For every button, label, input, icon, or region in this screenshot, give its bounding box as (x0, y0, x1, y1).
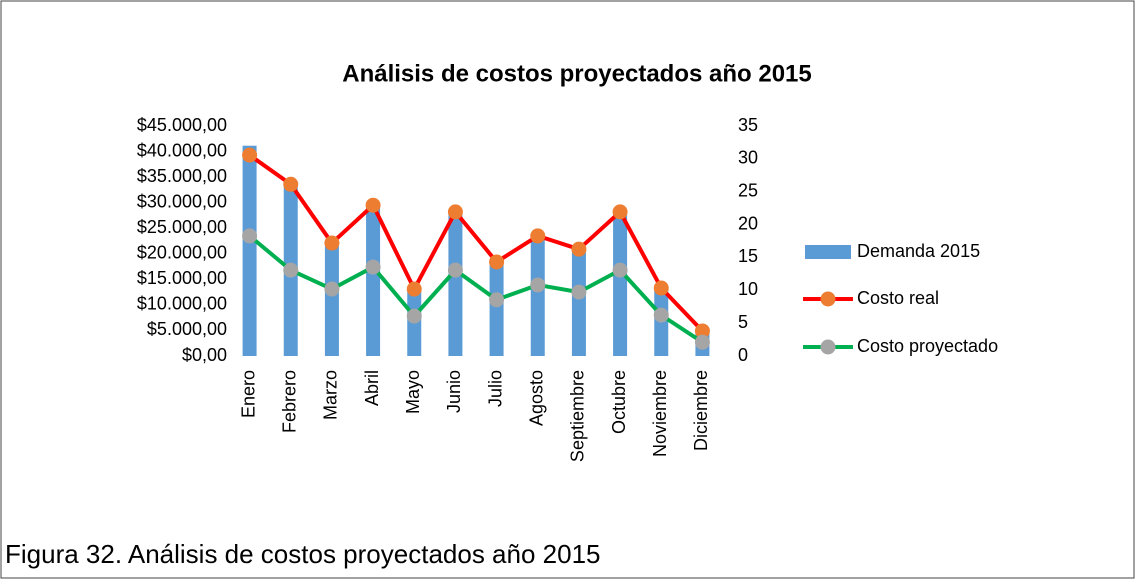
marker (447, 262, 463, 278)
x-tick-label: Abril (362, 370, 382, 406)
marker (406, 308, 422, 324)
marker (530, 277, 546, 293)
legend-label: Costo real (857, 288, 939, 308)
x-tick-label: Agosto (527, 370, 547, 426)
legend-label: Costo proyectado (857, 336, 998, 356)
bar (571, 250, 586, 356)
y2-tick-label: 10 (738, 279, 758, 299)
marker (242, 147, 258, 163)
marker (447, 204, 463, 220)
y-tick-label: $45.000,00 (137, 115, 227, 135)
marker (530, 228, 546, 244)
marker (242, 228, 258, 244)
x-tick-label: Diciembre (691, 370, 711, 451)
bar (530, 237, 545, 356)
x-tick-label: Septiembre (568, 370, 588, 462)
marker (365, 197, 381, 213)
y-tick-label: $25.000,00 (137, 217, 227, 237)
y2-tick-label: 25 (738, 180, 758, 200)
marker (324, 281, 340, 297)
bar (613, 211, 628, 356)
marker (324, 235, 340, 251)
legend-swatch (805, 245, 851, 259)
marker (571, 241, 587, 257)
marker (653, 307, 669, 323)
y-tick-label: $0,00 (182, 345, 227, 365)
y-tick-label: $20.000,00 (137, 243, 227, 263)
x-tick-label: Febrero (280, 370, 300, 433)
bar (489, 264, 504, 356)
y-tick-label: $40.000,00 (137, 140, 227, 160)
bar (324, 244, 339, 356)
y-tick-label: $15.000,00 (137, 268, 227, 288)
line (248, 153, 704, 333)
x-tick-label: Julio (485, 370, 505, 407)
y-tick-label: $5.000,00 (147, 319, 227, 339)
chart-title: Análisis de costos proyectados año 2015 (342, 60, 812, 87)
x-tick-label: Enero (238, 370, 258, 418)
y2-tick-label: 30 (738, 148, 758, 168)
y-tick-label: $30.000,00 (137, 191, 227, 211)
bar (366, 204, 381, 356)
bar (448, 211, 463, 356)
marker (694, 334, 710, 350)
x-tick-label: Noviembre (650, 370, 670, 457)
y2-tick-label: 35 (738, 115, 758, 135)
x-tick-label: Junio (444, 370, 464, 413)
marker (283, 262, 299, 278)
legend-label: Demanda 2015 (857, 241, 980, 261)
y2-tick-label: 15 (738, 246, 758, 266)
x-tick-label: Mayo (403, 370, 423, 414)
marker (612, 204, 628, 220)
marker (653, 280, 669, 296)
y-tick-label: $10.000,00 (137, 294, 227, 314)
caption: Figura 32. Análisis de costos proyectado… (5, 539, 601, 569)
marker (283, 176, 299, 192)
marker (694, 323, 710, 339)
legend-marker (820, 339, 836, 355)
legend-marker (820, 291, 836, 307)
y-tick-label: $35.000,00 (137, 166, 227, 186)
line (248, 234, 704, 344)
marker (365, 259, 381, 275)
marker (489, 254, 505, 270)
marker (406, 281, 422, 297)
x-tick-label: Marzo (321, 370, 341, 420)
marker (571, 284, 587, 300)
marker (489, 292, 505, 308)
y2-tick-label: 20 (738, 213, 758, 233)
y2-tick-label: 0 (738, 345, 748, 365)
x-tick-label: Octubre (609, 370, 629, 434)
bar (242, 145, 257, 356)
bar (654, 290, 669, 356)
marker (612, 262, 628, 278)
y2-tick-label: 5 (738, 312, 748, 332)
